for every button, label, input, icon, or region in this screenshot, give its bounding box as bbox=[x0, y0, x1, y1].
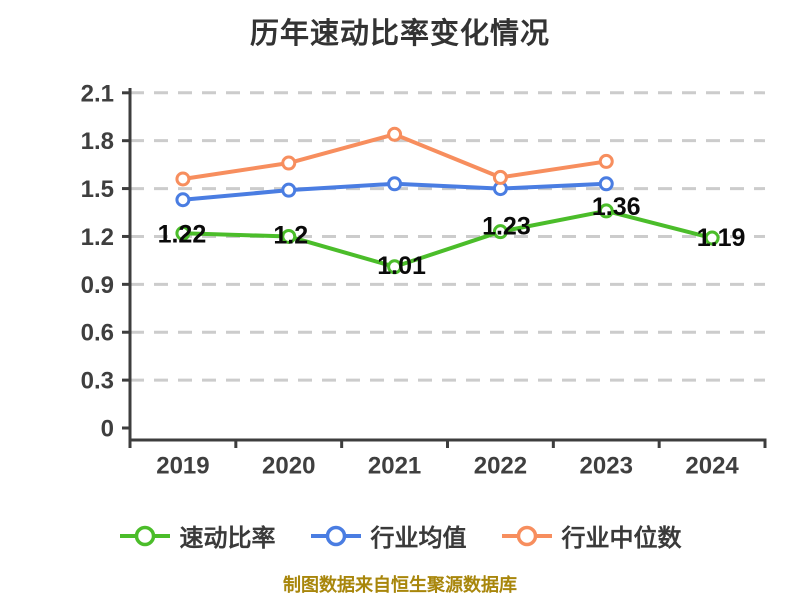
y-tick-label: 0.3 bbox=[81, 368, 114, 395]
industry-average-point bbox=[387, 176, 403, 192]
quick-ratio-value-label: 1.19 bbox=[697, 224, 746, 252]
legend-item-quick-ratio: 速动比率 bbox=[119, 518, 276, 553]
industry-average-point bbox=[598, 176, 614, 192]
y-tick-label: 0 bbox=[101, 416, 114, 443]
y-tick-label: 2.1 bbox=[81, 80, 114, 107]
industry-median-point bbox=[598, 153, 614, 169]
x-tick-label: 2019 bbox=[156, 453, 209, 480]
industry-median-point bbox=[387, 126, 403, 142]
industry-median-point bbox=[492, 169, 508, 185]
y-tick-label: 1.2 bbox=[81, 224, 114, 251]
plot-area: 0 0.3 0.6 0.9 1.2 1.5 1.8 2.1 2019 2020 2021 2022 20… bbox=[81, 80, 767, 480]
y-tick-label: 0.9 bbox=[81, 272, 114, 299]
quick-ratio-point bbox=[598, 203, 614, 219]
legend-label-industry-median: 行业中位数 bbox=[561, 525, 682, 552]
industry-median-point bbox=[175, 171, 191, 187]
chart-title: 历年速动比率变化情况 bbox=[249, 18, 550, 50]
y-tick-label: 1.5 bbox=[81, 176, 114, 203]
industry-median-series-icon bbox=[501, 525, 552, 546]
industry-average-series-icon bbox=[310, 525, 361, 546]
quick-ratio-value-label: 1.36 bbox=[592, 193, 641, 221]
legend-item-industry-median: 行业中位数 bbox=[501, 518, 682, 553]
quick-ratio-series-icon bbox=[119, 525, 170, 546]
x-tick-label: 2022 bbox=[474, 453, 527, 480]
quick-ratio-value-label: 1.22 bbox=[158, 220, 207, 248]
y-tick-label: 0.6 bbox=[81, 320, 114, 347]
quick-ratio-point bbox=[704, 230, 720, 246]
x-tick-label: 2023 bbox=[580, 453, 633, 480]
industry-average-point bbox=[281, 182, 297, 198]
quick-ratio-line bbox=[180, 208, 715, 269]
quick-ratio-point bbox=[492, 224, 508, 240]
industry-average-point bbox=[175, 192, 191, 208]
industry-median-point bbox=[281, 155, 297, 171]
quick-ratio-value-label: 1.2 bbox=[273, 221, 308, 249]
footer-note: 制图数据来自恒生聚源数据库 bbox=[283, 575, 517, 595]
legend-label-quick-ratio: 速动比率 bbox=[179, 525, 276, 552]
legend-label-industry-average: 行业均值 bbox=[370, 525, 467, 552]
legend: 速动比率 行业均值 行业中位数 bbox=[0, 518, 800, 553]
x-tick-label: 2024 bbox=[685, 453, 739, 480]
x-tick-label: 2020 bbox=[262, 453, 315, 480]
x-tick-label: 2021 bbox=[368, 453, 421, 480]
quick-ratio-point bbox=[387, 259, 403, 275]
quick-ratio-point bbox=[281, 228, 297, 244]
y-tick-label: 1.8 bbox=[81, 128, 114, 155]
quick-ratio-point bbox=[175, 225, 191, 241]
legend-item-industry-average: 行业均值 bbox=[310, 518, 467, 553]
quick-ratio-value-label: 1.23 bbox=[482, 213, 531, 241]
quick-ratio-value-label: 1.01 bbox=[377, 252, 426, 280]
